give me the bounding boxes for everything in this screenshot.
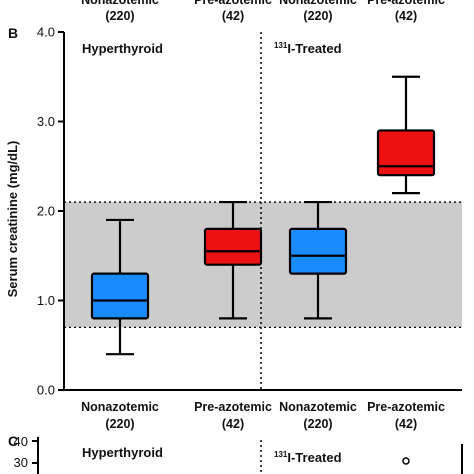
y-axis-label: Serum creatinine (mg/dL) bbox=[5, 141, 20, 298]
box-1 bbox=[90, 218, 150, 356]
panel-c-ytick-30: 30 bbox=[14, 455, 28, 470]
panel-c-ytick-40: 40 bbox=[14, 434, 28, 449]
box-2 bbox=[203, 200, 263, 320]
top-category-n-label: (220) bbox=[105, 9, 134, 23]
y-tick-label: 1.0 bbox=[37, 293, 55, 308]
box-iqr bbox=[376, 129, 436, 177]
category-label: Nonazotemic bbox=[81, 400, 159, 414]
top-category-n-label: (220) bbox=[303, 9, 332, 23]
panel-c-group-label-hyperthyroid: Hyperthyroid bbox=[82, 445, 163, 460]
group-label-treated-sup: 131 bbox=[274, 41, 288, 50]
panel-c-group-label-treated: 131I-Treated bbox=[274, 450, 342, 465]
top-category-label: Nonazotemic bbox=[279, 0, 357, 7]
top-category-n-label: (42) bbox=[222, 9, 244, 23]
category-n-label: (220) bbox=[303, 417, 332, 431]
y-tick-label: 0.0 bbox=[37, 383, 55, 398]
group-label-treated-text: I-Treated bbox=[287, 41, 341, 56]
category-label: Nonazotemic bbox=[279, 400, 357, 414]
category-label: Pre-azotemic bbox=[367, 400, 445, 414]
panel-c-outlier-point bbox=[402, 457, 410, 465]
y-tick-label: 4.0 bbox=[37, 25, 55, 40]
y-tick-label: 2.0 bbox=[37, 204, 55, 219]
group-label-hyperthyroid: Hyperthyroid bbox=[82, 41, 163, 56]
top-category-labels: Nonazotemic (220) Pre-azotemic (42) Nonazote… bbox=[81, 0, 445, 23]
box-3 bbox=[288, 200, 348, 320]
box-iqr bbox=[203, 227, 263, 266]
panel-c-group-label-treated-text: I-Treated bbox=[287, 450, 341, 465]
box-iqr bbox=[288, 227, 348, 275]
top-category-label: Pre-azotemic bbox=[194, 0, 272, 7]
box-plots bbox=[90, 75, 436, 356]
top-category-n-label: (42) bbox=[395, 9, 417, 23]
category-n-label: (42) bbox=[395, 417, 417, 431]
y-ticks: 0.0 1.0 2.0 3.0 4.0 bbox=[37, 25, 64, 398]
group-label-treated: 131I-Treated bbox=[274, 41, 342, 56]
panel-label-c: C bbox=[8, 433, 18, 449]
category-n-label: (220) bbox=[105, 417, 134, 431]
y-tick-label: 3.0 bbox=[37, 114, 55, 129]
bottom-category-labels: Nonazotemic (220) Pre-azotemic (42) Nonazote… bbox=[81, 400, 445, 431]
panel-c-group-label-treated-sup: 131 bbox=[274, 450, 288, 459]
category-label: Pre-azotemic bbox=[194, 400, 272, 414]
category-n-label: (42) bbox=[222, 417, 244, 431]
box-iqr bbox=[90, 272, 150, 320]
box-4 bbox=[376, 75, 436, 195]
top-category-label: Nonazotemic bbox=[81, 0, 159, 7]
panel-label-b: B bbox=[8, 25, 18, 41]
top-category-label: Pre-azotemic bbox=[367, 0, 445, 7]
